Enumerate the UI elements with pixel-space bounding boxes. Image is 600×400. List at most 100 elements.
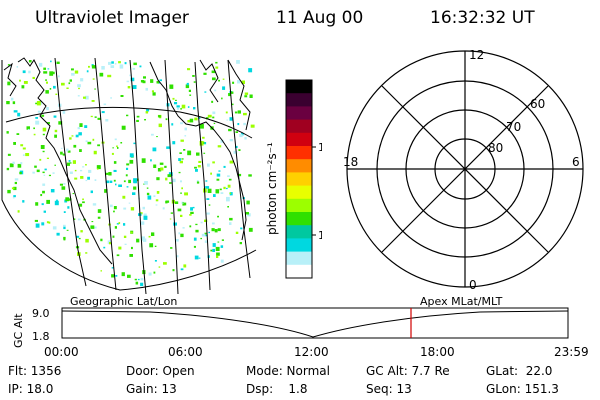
emission-pixel: [234, 111, 238, 114]
emission-pixel: [151, 232, 155, 236]
emission-pixel: [196, 181, 200, 184]
emission-pixel: [22, 147, 26, 150]
colorbar-swatch: [286, 106, 312, 121]
emission-pixel: [104, 189, 108, 193]
emission-pixel: [217, 145, 222, 148]
emission-pixel: [35, 202, 39, 206]
emission-pixel: [229, 139, 233, 142]
emission-pixel: [229, 222, 232, 225]
emission-pixel: [60, 151, 63, 155]
emission-pixel: [211, 100, 214, 103]
ip-value: IP: 18.0: [8, 382, 54, 396]
emission-pixel: [187, 68, 191, 71]
colorbar-swatch: [286, 251, 312, 266]
emission-pixel: [154, 260, 157, 262]
emission-pixel: [14, 178, 19, 181]
emission-pixel: [158, 123, 162, 128]
timeline-xtick-0000: 00:00: [44, 345, 79, 359]
emission-pixel: [239, 242, 242, 245]
emission-pixel: [236, 60, 240, 64]
emission-pixel: [165, 177, 168, 181]
emission-pixel: [217, 241, 220, 243]
emission-pixel: [186, 82, 189, 86]
emission-pixel: [123, 235, 127, 238]
emission-pixel: [19, 79, 21, 82]
emission-pixel: [141, 221, 145, 225]
emission-pixel: [229, 117, 234, 121]
emission-pixel: [110, 97, 112, 99]
emission-pixel: [58, 121, 63, 125]
emission-pixel: [212, 116, 215, 119]
emission-pixel: [207, 114, 212, 118]
colorbar-swatch: [286, 238, 312, 253]
emission-pixel: [173, 222, 177, 226]
emission-pixel: [97, 117, 101, 120]
emission-pixel: [221, 97, 223, 100]
emission-pixel: [218, 170, 221, 172]
emission-pixel: [25, 153, 30, 157]
emission-pixel: [243, 112, 247, 116]
emission-pixel: [86, 70, 89, 73]
emission-pixel: [172, 141, 176, 145]
emission-pixel: [35, 223, 40, 228]
emission-pixel: [177, 208, 182, 212]
emission-pixel: [176, 255, 179, 258]
emission-pixel: [142, 206, 145, 210]
emission-pixel: [43, 71, 48, 74]
emission-pixel: [240, 227, 243, 230]
emission-pixel: [143, 76, 146, 79]
emission-pixel: [143, 238, 147, 242]
emission-pixel: [212, 111, 216, 115]
emission-pixel: [39, 158, 42, 161]
emission-pixel: [43, 210, 46, 213]
emission-pixel: [56, 199, 58, 201]
emission-pixel: [133, 178, 137, 183]
emission-pixel: [230, 91, 234, 94]
emission-pixel: [156, 136, 158, 138]
emission-pixel: [210, 249, 213, 252]
emission-pixel: [212, 243, 216, 247]
emission-pixel: [126, 114, 129, 117]
emission-pixel: [105, 172, 109, 175]
emission-pixel: [171, 178, 176, 183]
emission-pixel: [103, 103, 107, 106]
emission-pixel: [166, 146, 170, 149]
sequence-number: Seq: 13: [366, 382, 412, 396]
emission-pixel: [35, 102, 38, 105]
emission-pixel: [75, 134, 79, 138]
colorbar-label-10: 10: [318, 229, 322, 242]
emission-pixel: [7, 189, 11, 194]
emission-pixel: [116, 145, 118, 148]
emission-pixel: [215, 66, 219, 69]
lat-label-80: 80: [488, 141, 503, 155]
emission-pixel: [13, 142, 16, 145]
colorbar-swatch: [286, 225, 312, 239]
emission-pixel: [96, 165, 101, 170]
emission-pixel: [193, 245, 196, 248]
emission-pixel: [123, 180, 126, 183]
colorbar-swatch: [286, 172, 312, 187]
emission-pixel: [129, 153, 134, 158]
emission-pixel: [193, 107, 196, 110]
emission-pixel: [150, 79, 154, 83]
emission-pixel: [113, 169, 117, 172]
emission-pixel: [148, 272, 152, 276]
emission-pixel: [79, 149, 82, 152]
emission-pixel: [33, 127, 35, 130]
emission-pixel: [129, 74, 132, 77]
emission-pixel: [44, 168, 47, 171]
emission-pixel: [137, 278, 140, 281]
emission-pixel: [79, 123, 83, 127]
emission-pixel: [85, 238, 89, 243]
door-status: Door: Open: [126, 364, 195, 378]
emission-pixel: [63, 224, 66, 227]
emission-pixel: [184, 127, 187, 131]
emission-pixel: [33, 133, 36, 136]
emission-pixel: [180, 180, 182, 183]
emission-pixel: [130, 207, 135, 211]
emission-pixel: [12, 161, 15, 164]
emission-pixel: [126, 163, 130, 166]
geographic-longitude: GLon: 151.3: [486, 382, 559, 396]
emission-pixel: [202, 136, 205, 139]
emission-pixel: [66, 87, 69, 89]
